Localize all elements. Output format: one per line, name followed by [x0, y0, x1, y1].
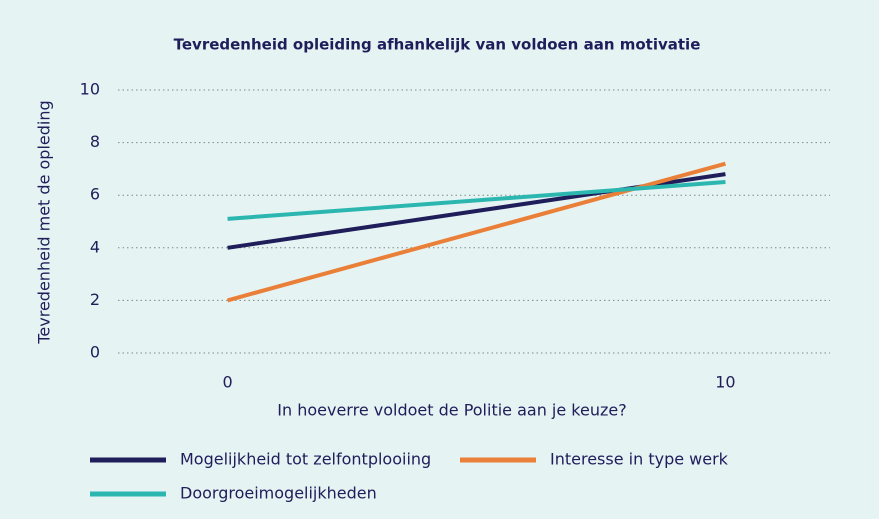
legend-label: Interesse in type werk	[550, 450, 729, 469]
x-tick-label: 10	[715, 373, 735, 392]
legend-label: Mogelijkheid tot zelfontplooiing	[180, 450, 431, 469]
chart-title: Tevredenheid opleiding afhankelijk van v…	[174, 36, 701, 54]
y-tick-label: 8	[90, 132, 100, 151]
y-tick-label: 4	[90, 237, 100, 256]
y-axis-label: Tevredenheid met de opleding	[35, 100, 54, 344]
y-tick-label: 6	[90, 185, 100, 204]
x-axis-label: In hoeverre voldoet de Politie aan je ke…	[277, 401, 626, 420]
y-tick-label: 0	[90, 343, 100, 362]
legend-label: Doorgroeimogelijkheden	[180, 484, 377, 503]
y-tick-label: 2	[90, 290, 100, 309]
x-tick-label: 0	[222, 373, 232, 392]
y-tick-label: 10	[80, 80, 100, 99]
series-line	[227, 161, 726, 303]
series-line	[227, 180, 726, 221]
